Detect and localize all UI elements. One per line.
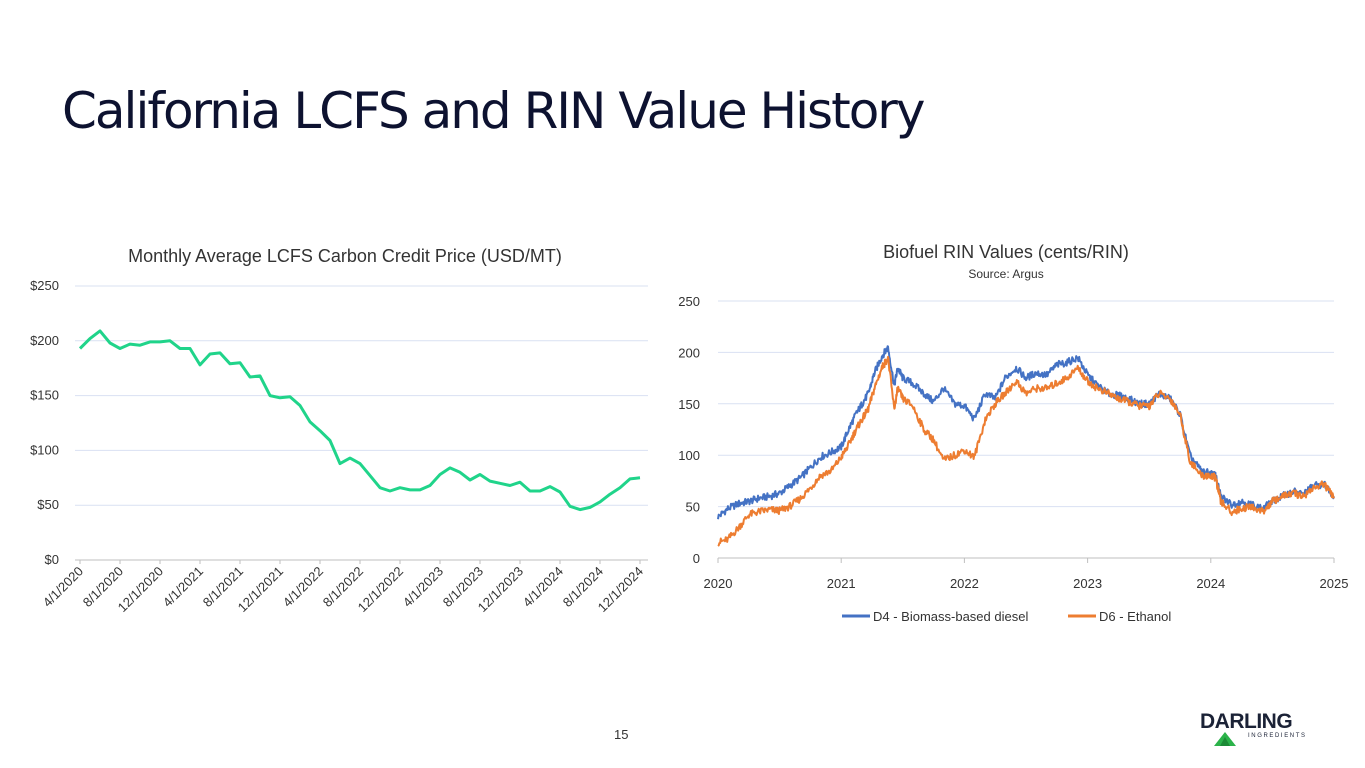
rin-legend-label: D4 - Biomass-based diesel: [873, 609, 1028, 624]
lcfs-y-tick-label: $100: [30, 442, 59, 457]
page-number: 15: [614, 727, 629, 742]
rin-y-tick-label: 100: [678, 448, 700, 463]
rin-y-axis: 0 50 100 150 200 250: [678, 294, 700, 566]
rin-x-tick-label: 2023: [1073, 576, 1102, 591]
rin-series-line-d4: [717, 345, 1335, 520]
rin-legend: D4 - Biomass-based diesel D6 - Ethanol: [842, 609, 1171, 624]
lcfs-gridlines: [75, 285, 648, 561]
rin-x-tick-label: 2020: [704, 576, 733, 591]
lcfs-x-tick-label: 4/1/2023: [400, 564, 446, 610]
lcfs-x-axis: 4/1/20208/1/202012/1/20204/1/20218/1/202…: [40, 560, 646, 615]
rin-x-axis: 2020 2021 2022 2023 2024 2025: [704, 558, 1349, 591]
rin-y-tick-label: 0: [693, 551, 700, 566]
rin-x-tick-label: 2022: [950, 576, 979, 591]
lcfs-y-tick-label: $250: [30, 278, 59, 293]
lcfs-series-group: [78, 329, 641, 512]
rin-chart-subtitle: Source: Argus: [968, 267, 1043, 281]
rin-gridlines: [718, 300, 1334, 559]
rin-series-group: [717, 345, 1335, 547]
lcfs-y-axis: $0 $50 $100 $150 $200 $250: [30, 278, 59, 567]
lcfs-x-tick-label: 4/1/2020: [40, 564, 86, 610]
rin-y-tick-label: 150: [678, 397, 700, 412]
rin-y-tick-label: 250: [678, 294, 700, 309]
lcfs-y-tick-label: $200: [30, 333, 59, 348]
slide-title: California LCFS and RIN Value History: [62, 82, 925, 140]
lcfs-y-tick-label: $150: [30, 388, 59, 403]
lcfs-y-tick-label: $0: [45, 552, 59, 567]
rin-y-tick-label: 50: [686, 500, 700, 515]
lcfs-y-tick-label: $50: [37, 497, 59, 512]
logo-triangle-icon: [1214, 732, 1236, 746]
logo-wordmark: DARLING: [1200, 710, 1293, 733]
rin-chart: Biofuel RIN Values (cents/RIN) Source: A…: [678, 242, 1349, 624]
rin-x-tick-label: 2024: [1196, 576, 1225, 591]
lcfs-x-tick-label: 4/1/2024: [520, 564, 566, 610]
lcfs-chart: Monthly Average LCFS Carbon Credit Price…: [30, 246, 648, 615]
rin-chart-title: Biofuel RIN Values (cents/RIN): [883, 242, 1129, 262]
rin-x-tick-label: 2025: [1320, 576, 1349, 591]
rin-series-line-d6: [717, 355, 1335, 547]
logo-subtitle: INGREDIENTS: [1248, 733, 1307, 739]
lcfs-x-tick-label: 4/1/2022: [280, 564, 326, 610]
rin-legend-label: D6 - Ethanol: [1099, 609, 1171, 624]
lcfs-chart-title: Monthly Average LCFS Carbon Credit Price…: [128, 246, 562, 266]
darling-logo: DARLING INGREDIENTS: [1200, 710, 1310, 746]
rin-x-tick-label: 2021: [827, 576, 856, 591]
lcfs-price-line: [78, 329, 641, 512]
lcfs-x-tick-label: 4/1/2021: [160, 564, 206, 610]
rin-y-tick-label: 200: [678, 345, 700, 360]
